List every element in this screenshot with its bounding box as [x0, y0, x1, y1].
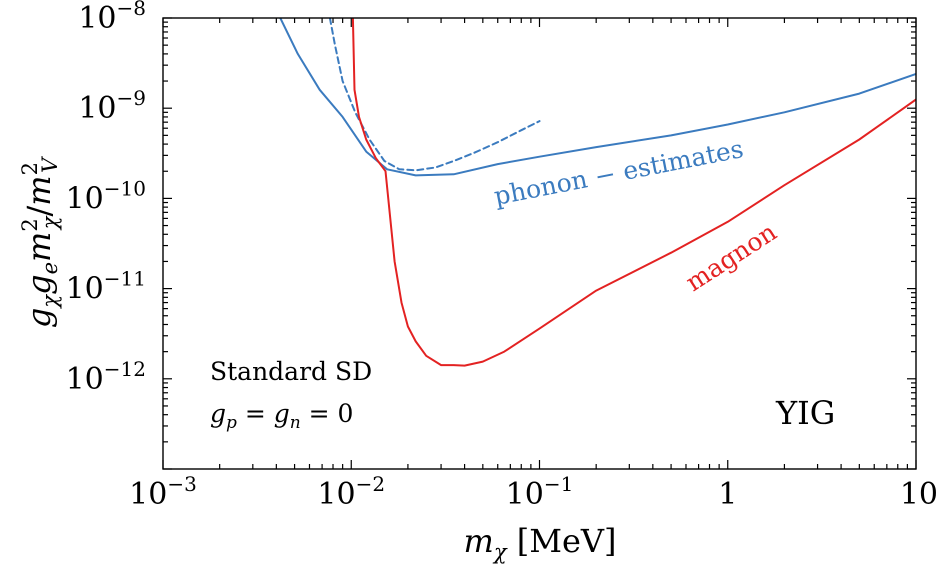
- annotation-standard-sd: Standard SD: [210, 357, 372, 386]
- series-line-2: [351, 18, 916, 367]
- y-tick-label: 10−8: [78, 0, 146, 36]
- annotation-couplings: gp = gn = 0: [210, 399, 353, 433]
- x-tick-label: 10−3: [129, 472, 197, 512]
- x-axis-title: mχ [MeV]: [463, 522, 616, 564]
- ticks: [162, 17, 917, 470]
- label-phonon: phonon − estimates: [492, 134, 746, 211]
- series-line-0: [279, 18, 916, 177]
- curves: [279, 18, 916, 367]
- x-tick-label: 10−2: [317, 472, 385, 512]
- series-line-1: [328, 18, 541, 172]
- y-tick-label: 10−9: [78, 86, 146, 126]
- annotation-material: YIG: [775, 394, 835, 432]
- x-tick-label: 10−1: [506, 472, 574, 512]
- x-tick-label: 10: [900, 477, 937, 512]
- y-tick-label: 10−12: [66, 357, 146, 397]
- y-axis-title: gχgem2χ/m2V: [18, 156, 62, 328]
- y-tick-label: 10−11: [66, 267, 146, 307]
- y-tick-label: 10−10: [66, 176, 146, 216]
- label-magnon: magnon: [680, 217, 781, 297]
- x-tick-label: 1: [718, 477, 737, 512]
